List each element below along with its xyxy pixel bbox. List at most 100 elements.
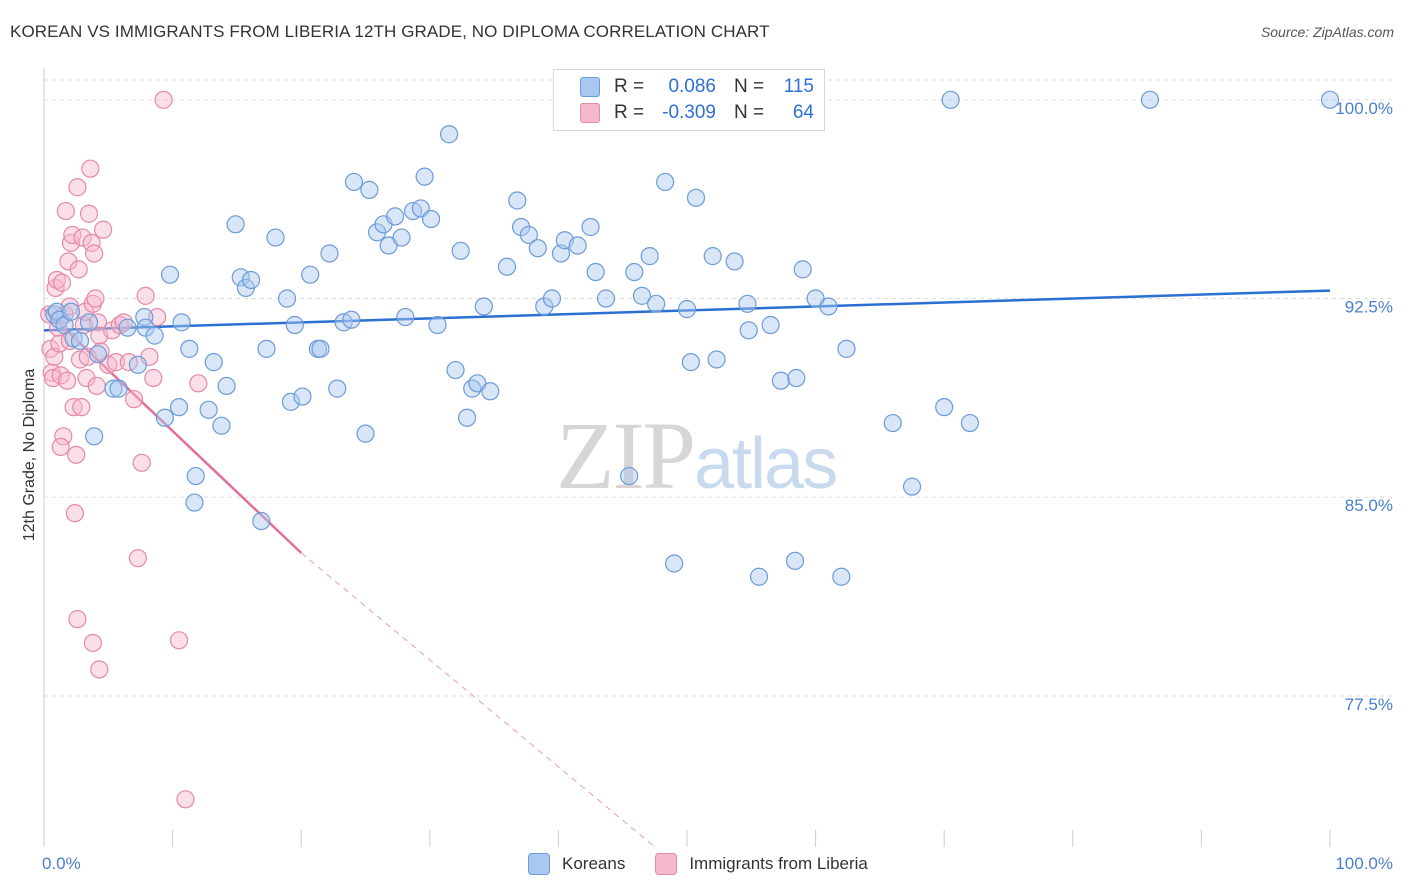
korean-point [439,125,459,144]
korean-point [1140,90,1160,109]
korean-point [79,313,99,332]
korean-point [771,371,790,390]
korean-point [266,228,285,247]
korean-point [451,241,470,260]
korean-point [837,339,856,358]
series-label-koreans: Koreans [562,854,626,873]
korean-point [160,265,180,284]
liberia-point [68,178,87,197]
series-swatch-liberia [655,853,678,875]
korean-point [172,313,191,332]
liberia-point [54,427,73,446]
liberia-point [176,790,195,809]
korean-point [293,387,312,406]
korean-point [960,413,980,433]
liberia-point [90,660,109,679]
liberia-point [136,286,155,305]
series-legend: Koreans Immigrants from Liberia [528,853,898,875]
liberia-point [85,244,104,263]
liberia-point [132,453,151,472]
liberia-trend-extension [300,552,656,848]
liberia-point [87,376,106,396]
korean-point [257,339,276,358]
korean-point [212,416,231,435]
trend-lines [43,289,1331,848]
korean-point [281,392,301,411]
liberia-point [124,390,144,409]
korean-point [1320,90,1340,109]
y-tick-label: 92.5% [1345,298,1393,317]
liberia-point [148,307,167,327]
series-label-liberia: Immigrants from Liberia [689,854,868,873]
liberia-point [69,260,88,279]
korean-point [169,398,189,417]
korean-point [832,567,851,586]
legend-row-koreans: R = 0.086 N = 115 [580,76,814,98]
korean-point [277,289,297,308]
korean-point [155,408,174,427]
liberia-point [144,368,163,388]
korean-point [88,345,108,364]
korean-point [360,180,379,199]
korean-points [45,90,1340,586]
korean-point [421,209,441,229]
korean-point [620,466,639,486]
korean-point [392,228,411,247]
liberia-point [47,270,66,290]
korean-point [632,286,652,305]
korean-point [883,413,902,433]
liberia-point [64,398,83,417]
liberia-point [56,201,75,221]
korean-point [785,551,805,570]
chart-title: KOREAN VS IMMIGRANTS FROM LIBERIA 12TH G… [10,22,770,41]
korean-point [586,262,605,282]
liberia-point [63,225,82,245]
x-tick-label: 100.0% [1335,854,1393,873]
liberia-trend-line [43,308,303,554]
korean-trend-line [43,289,1331,332]
korean-point [231,268,250,287]
axes [43,68,1331,847]
korean-point [185,493,204,512]
series-legend-koreans[interactable]: Koreans [528,853,625,875]
legend-n-label: N = [734,102,765,123]
korean-point [749,567,769,586]
korean-point [145,326,164,345]
korean-point [665,554,684,573]
korean-point [707,350,726,369]
liberia-point [128,549,147,568]
liberia-point [94,220,113,239]
korean-point [542,289,562,308]
korean-point [320,244,339,263]
series-swatch-koreans [528,853,550,875]
liberia-point [68,610,87,629]
korean-point [686,188,706,207]
korean-point [199,400,218,419]
legend-n-label: N = [734,76,765,97]
korean-point [180,339,199,358]
korean-point [474,297,493,316]
korean-point [647,294,666,313]
series-legend-liberia[interactable]: Immigrants from Liberia [655,853,868,875]
korean-point [581,217,600,237]
korean-point [677,300,697,319]
liberia-point [154,90,173,109]
korean-point [739,321,758,340]
korean-point [301,265,320,284]
korean-point [819,297,838,316]
liberia-points [40,90,208,809]
liberia-point [58,371,77,390]
korean-point [385,207,405,226]
x-tick-label: 0.0% [42,854,81,873]
korean-point [104,379,123,398]
korean-point [463,379,482,398]
chart-source: Source: ZipAtlas.com [1260,24,1394,40]
korean-point [311,339,330,358]
korean-point [204,353,223,372]
korean-point [725,252,744,271]
korean-point [519,225,538,245]
watermark-zip: ZIP [556,402,696,509]
watermark: ZIPatlas [556,400,838,511]
korean-point [681,353,700,372]
